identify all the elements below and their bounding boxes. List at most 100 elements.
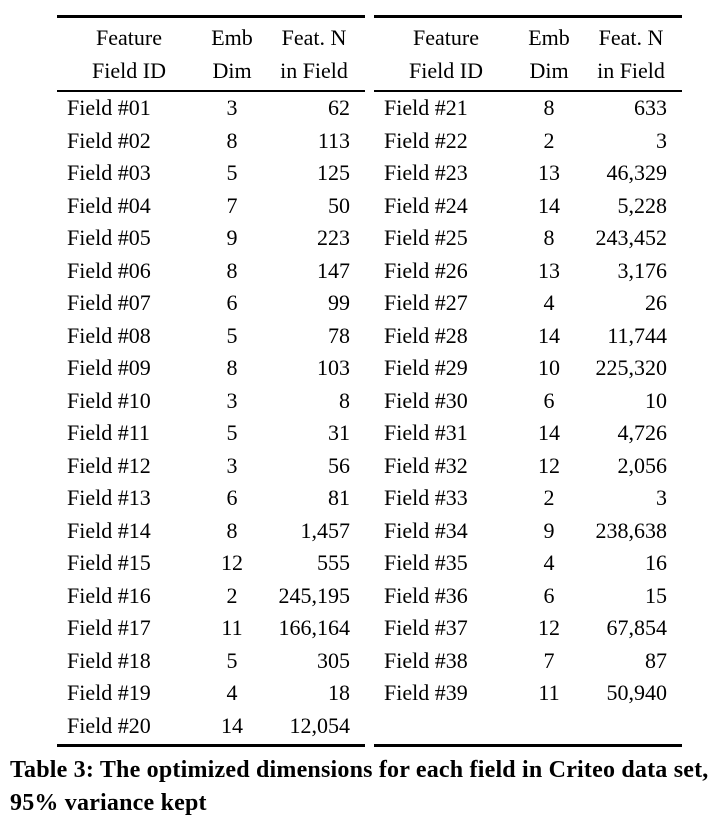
feat-n-cell: 62	[328, 95, 350, 120]
field-id-cell: Field #22	[384, 127, 468, 153]
emb-dim-cell: 13	[538, 257, 560, 283]
feat-n-cell: 103	[317, 355, 350, 380]
table-row: Field #09 8 103	[57, 352, 365, 385]
field-id-cell: Field #09	[67, 355, 151, 380]
table-row: Field #26 13 3,176	[374, 255, 682, 288]
field-id-cell: Field #33	[384, 485, 468, 510]
emb-dim-cell: 5	[226, 420, 238, 445]
table-row: Field #21 8 633	[374, 92, 682, 125]
feat-n-cell: 4,726	[617, 420, 668, 445]
feat-n-cell: 50,940	[606, 680, 668, 705]
feat-n-cell: 245,195	[278, 582, 351, 608]
field-id-cell: Field #28	[384, 322, 468, 348]
feat-n-cell: 243,452	[595, 225, 668, 250]
field-id-cell: Field #27	[384, 290, 468, 315]
feat-n-cell: 5,228	[617, 192, 668, 218]
field-id-cell: Field #37	[384, 615, 468, 640]
field-id-cell: Field #17	[67, 615, 151, 640]
table-row: Field #39 11 50,940	[374, 677, 682, 710]
feat-n-cell: 67,854	[606, 615, 668, 640]
feat-n-cell: 113	[317, 127, 350, 153]
feat-n-cell: 1,457	[300, 517, 351, 543]
field-id-cell: Field #38	[384, 647, 468, 673]
field-id-cell: Field #15	[67, 550, 151, 575]
table-row: Field #07 6 99	[57, 287, 365, 320]
table-row: Field #16 2 245,195	[57, 580, 365, 613]
field-id-cell: Field #35	[384, 550, 468, 575]
feat-n-cell: 56	[328, 452, 350, 478]
emb-dim-cell: 3	[226, 387, 238, 413]
column-header: Emb Dim	[211, 25, 253, 83]
field-id-cell: Field #16	[67, 582, 151, 608]
table-row: Field #34 9 238,638	[374, 515, 682, 548]
feat-n-cell: 81	[328, 485, 350, 510]
feat-n-cell: 238,638	[595, 517, 668, 543]
emb-dim-cell: 8	[543, 95, 555, 120]
field-id-cell: Field #01	[67, 95, 151, 120]
feat-n-cell: 15	[645, 582, 667, 608]
table-caption: Table 3: The optimized dimensions for ea…	[10, 757, 709, 816]
feat-n-cell: 8	[339, 387, 350, 413]
table-row: Field #11 5 31	[57, 417, 365, 450]
field-id-cell: Field #29	[384, 355, 468, 380]
emb-dim-cell: 3	[226, 452, 238, 478]
table-row: Field #25 8 243,452	[374, 222, 682, 255]
feat-n-cell: 10	[645, 387, 667, 413]
feat-n-cell: 12,054	[289, 712, 351, 738]
emb-dim-cell: 6	[543, 582, 555, 608]
table-row: Field #19 4 18	[57, 677, 365, 710]
emb-dim-cell: 8	[543, 225, 555, 250]
feat-n-cell: 31	[328, 420, 350, 445]
table-row: Field #01 3 62	[57, 92, 365, 125]
feat-n-cell: 633	[634, 95, 667, 120]
feat-n-cell: 26	[645, 290, 667, 315]
field-id-cell: Field #05	[67, 225, 151, 250]
feat-n-cell: 11,744	[607, 322, 667, 348]
table-row: Field #13 6 81	[57, 482, 365, 515]
table-row: Field #22 2 3	[374, 125, 682, 158]
table-row: Field #24 14 5,228	[374, 190, 682, 223]
emb-dim-cell: 14	[538, 420, 560, 445]
column-header: Emb Dim	[528, 25, 570, 83]
table-body: Field #01 3 62 Field #02 8 113 Field #03 5 125 Fi…	[57, 92, 365, 742]
field-id-cell: Field #23	[384, 160, 468, 185]
feat-n-cell: 225,320	[595, 355, 668, 380]
field-id-cell: Field #11	[67, 420, 150, 445]
field-id-cell: Field #31	[384, 420, 468, 445]
feat-n-cell: 78	[328, 322, 350, 348]
emb-dim-cell: 5	[226, 647, 238, 673]
emb-dim-cell: 14	[221, 712, 243, 738]
table-row: Field #29 10 225,320	[374, 352, 682, 385]
emb-dim-cell: 8	[226, 127, 238, 153]
feat-n-cell: 125	[317, 160, 350, 185]
emb-dim-cell: 11	[538, 680, 560, 705]
field-id-cell: Field #36	[384, 582, 468, 608]
table-row: Field #12 3 56	[57, 450, 365, 483]
field-id-cell: Field #07	[67, 290, 151, 315]
table-row: Field #38 7 87	[374, 645, 682, 678]
field-id-cell: Field #14	[67, 517, 151, 543]
feat-n-cell: 2,056	[617, 452, 668, 478]
emb-dim-cell: 9	[543, 517, 555, 543]
table-row: Field #32 12 2,056	[374, 450, 682, 483]
feat-n-cell: 555	[317, 550, 350, 575]
emb-dim-cell: 5	[226, 322, 238, 348]
feat-n-cell: 3	[656, 127, 667, 153]
table-row: Field #03 5 125	[57, 157, 365, 190]
emb-dim-cell: 12	[221, 550, 243, 575]
table-row: Field #27 4 26	[374, 287, 682, 320]
emb-dim-cell: 8	[226, 257, 238, 283]
table-row: Field #23 13 46,329	[374, 157, 682, 190]
feat-n-cell: 147	[317, 257, 350, 283]
field-id-cell: Field #32	[384, 452, 468, 478]
feat-n-cell: 305	[317, 647, 350, 673]
field-id-cell: Field #19	[67, 680, 151, 705]
table-row: Field #36 6 15	[374, 580, 682, 613]
table-row: Field #35 4 16	[374, 547, 682, 580]
field-id-cell: Field #08	[67, 322, 151, 348]
field-id-cell: Field #03	[67, 160, 151, 185]
